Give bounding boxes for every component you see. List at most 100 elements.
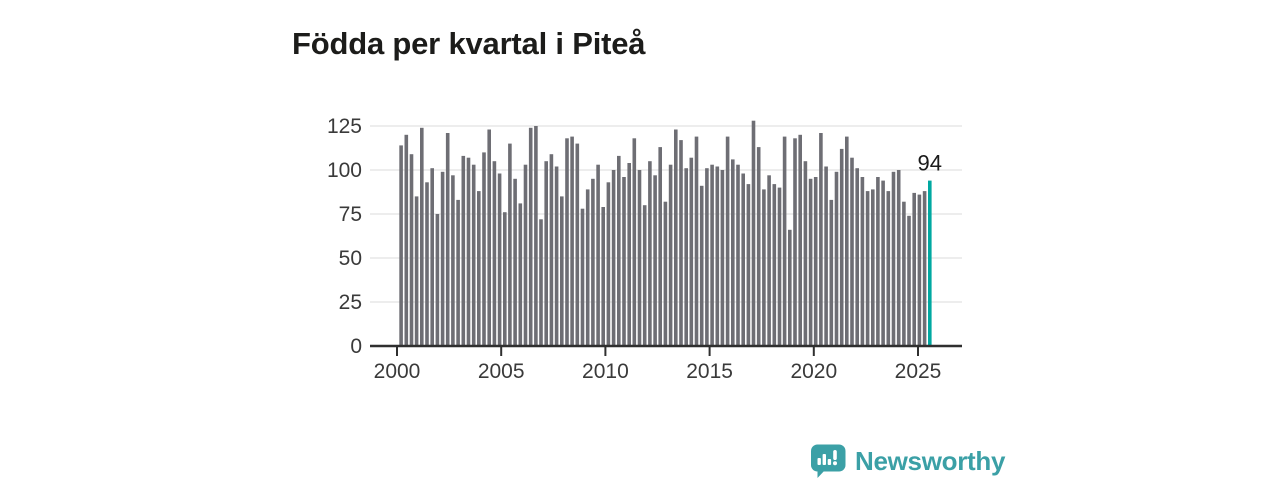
bar xyxy=(793,138,797,346)
bar xyxy=(477,191,481,346)
bar xyxy=(445,133,450,346)
y-tick-label: 50 xyxy=(339,247,362,270)
bar xyxy=(917,194,922,346)
bar xyxy=(850,157,854,346)
bar xyxy=(653,175,657,346)
bar xyxy=(409,154,414,346)
bar xyxy=(803,161,808,346)
bar xyxy=(829,199,834,346)
bar xyxy=(617,155,621,346)
bar xyxy=(404,134,409,346)
bar xyxy=(886,191,891,346)
y-tick-label: 25 xyxy=(339,291,362,314)
bar xyxy=(891,171,896,346)
bar xyxy=(855,168,859,346)
bar xyxy=(601,207,605,346)
bar xyxy=(819,133,823,346)
bar xyxy=(720,170,725,346)
bar xyxy=(642,205,647,346)
bar xyxy=(611,170,616,346)
bar xyxy=(528,127,533,346)
bar xyxy=(430,168,434,346)
bar xyxy=(834,171,839,346)
bar xyxy=(746,184,751,346)
bar xyxy=(788,229,792,346)
bar xyxy=(813,177,818,346)
bar xyxy=(497,173,502,346)
chart-title: Födda per kvartal i Piteå xyxy=(292,25,646,61)
bar xyxy=(715,166,720,346)
x-tick-label: 2005 xyxy=(478,360,525,383)
bar xyxy=(663,201,668,346)
bar xyxy=(523,164,528,346)
bar xyxy=(596,164,600,346)
bar xyxy=(487,129,491,346)
bar xyxy=(896,170,901,346)
bar xyxy=(435,214,440,346)
bar xyxy=(871,189,875,346)
bar xyxy=(674,129,678,346)
bar xyxy=(736,164,740,346)
bar xyxy=(648,161,652,346)
bar xyxy=(808,178,813,346)
bar xyxy=(471,164,476,346)
bar xyxy=(668,164,673,346)
bar xyxy=(632,138,637,346)
bar-chart: 2000 2005 2010 2015 2020 2025 0 25 50 75 100 125 94 xyxy=(327,115,962,383)
bar xyxy=(777,187,782,346)
bar xyxy=(570,136,574,346)
bar xyxy=(658,147,662,346)
bar xyxy=(694,136,699,346)
y-tick-label: 0 xyxy=(350,335,362,358)
bar xyxy=(544,161,548,346)
bar xyxy=(725,136,730,346)
bar xyxy=(839,148,844,346)
branding: Newsworthy xyxy=(810,443,1005,479)
bar xyxy=(627,163,631,346)
y-tick-label: 75 xyxy=(339,203,362,226)
bar xyxy=(622,177,626,346)
bar xyxy=(762,189,766,346)
bar xyxy=(907,215,911,346)
bar xyxy=(902,201,906,346)
bar xyxy=(845,136,849,346)
bar xyxy=(513,178,517,346)
bar xyxy=(575,143,580,346)
bar xyxy=(798,134,802,346)
bar xyxy=(741,173,745,346)
bar xyxy=(772,184,777,346)
newsworthy-logo-icon xyxy=(811,444,846,478)
bar xyxy=(580,208,585,346)
bar xyxy=(751,120,756,346)
y-tick-label: 100 xyxy=(327,159,362,182)
y-tick-label: 125 xyxy=(327,115,362,138)
bar xyxy=(606,182,611,346)
bar xyxy=(637,170,642,346)
bar xyxy=(565,138,569,346)
x-tick-label: 2020 xyxy=(790,360,837,383)
bar xyxy=(881,180,885,346)
chart-area: 2000 2005 2010 2015 2020 2025 0 25 50 75 100 125 94 xyxy=(310,85,990,395)
bar xyxy=(767,175,771,346)
bar xyxy=(912,192,916,346)
bar xyxy=(554,166,559,346)
bar xyxy=(560,196,564,346)
highlight-value-label: 94 xyxy=(918,151,942,176)
bar xyxy=(549,154,554,346)
bar xyxy=(492,161,497,346)
bar xyxy=(689,157,694,346)
bar xyxy=(679,140,683,346)
x-tick-label: 2010 xyxy=(582,360,629,383)
bar xyxy=(534,126,538,346)
bar xyxy=(425,182,429,346)
bar xyxy=(591,178,595,346)
bar xyxy=(482,152,486,346)
bar xyxy=(922,191,927,346)
bar xyxy=(756,147,761,346)
bar xyxy=(710,164,714,346)
x-tick-label: 2025 xyxy=(895,360,942,383)
bar xyxy=(414,196,419,346)
bar xyxy=(731,159,735,346)
bar xyxy=(461,155,466,346)
